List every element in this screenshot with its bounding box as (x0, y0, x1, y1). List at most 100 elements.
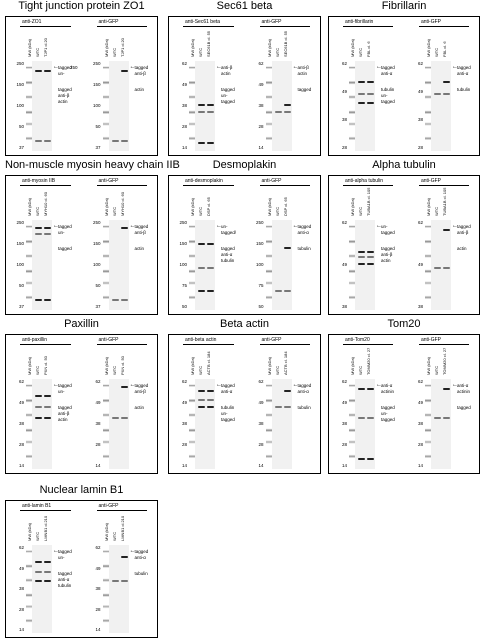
mw-tick-label: 37 (95, 145, 101, 150)
mw-tick-label: 100 (16, 262, 24, 267)
lane-label: WTC (198, 47, 203, 57)
mw-tick-label: 38 (95, 586, 101, 591)
mw-tick-label: 50 (258, 304, 264, 309)
protein-band (120, 299, 128, 302)
antibody-underline (96, 344, 147, 345)
mw-tick-label: 49 (18, 565, 24, 571)
lane-label: MYH10 cl. 60 (43, 191, 48, 216)
lane-label: WTC (35, 47, 40, 57)
antibody-underline (96, 185, 147, 186)
protein-band (111, 140, 119, 143)
protein-band (367, 263, 374, 266)
mw-tick-label: 49 (258, 400, 264, 405)
band-annotation: anti-β (58, 411, 70, 416)
panel-title: Non-muscle myosin heavy chain IIB (5, 159, 180, 171)
protein-band (443, 80, 450, 83)
mw-tick-label: 50 (95, 283, 101, 288)
band-annotation: tagged (457, 405, 471, 410)
protein-band (198, 243, 205, 246)
band-annotation: tagged (381, 417, 395, 422)
protein-band (35, 232, 42, 235)
band-annotation: anti-α (297, 389, 309, 394)
band-annotation: tubulin (58, 583, 72, 588)
mw-tick-label: 100 (255, 262, 264, 267)
protein-band (358, 250, 365, 253)
band-annotation: actin (297, 71, 308, 76)
mw-tick-label: 250 (92, 61, 101, 66)
mw-tick-label: 62 (258, 61, 264, 66)
protein-band (111, 580, 119, 583)
antibody-label: anti-GFP (98, 503, 119, 509)
ladder-lane (425, 61, 431, 151)
band-annotation: tagged (457, 65, 471, 70)
protein-band (207, 398, 214, 401)
antibody-label: anti-GFP (421, 337, 442, 343)
sample-lane (283, 61, 291, 151)
mw-tick-label: 49 (417, 400, 423, 405)
band-annotation: tagged (58, 571, 72, 576)
mw-tick-label: 38 (18, 586, 24, 591)
mw-tick-label: 38 (181, 103, 187, 108)
arrow-icon: ← (53, 64, 59, 70)
mw-tick-label: 49 (417, 262, 423, 267)
band-annotation: anti-α (221, 389, 233, 394)
protein-band (443, 92, 450, 95)
mw-tick-label: 38 (341, 117, 347, 122)
panel-box: anti-ZO1 MW (kDa) WTC TJP1 cl.20 250 150 100 50… (5, 16, 158, 156)
ladder-lane (265, 379, 272, 469)
mw-tick-label: 28 (258, 124, 264, 129)
protein-band (358, 92, 365, 95)
sample-lane (44, 379, 51, 469)
antibody-label: anti-alpha tubulin (345, 178, 384, 184)
mw-tick-label: 62 (181, 61, 187, 66)
blot-image (265, 220, 292, 310)
protein-band (35, 395, 42, 398)
band-annotation: actin (221, 71, 231, 76)
antibody-label: anti-GFP (421, 19, 442, 25)
mw-tick-label: 49 (341, 400, 347, 405)
protein-band (358, 458, 365, 461)
antibody-underline (259, 26, 310, 27)
panel-box: anti-alpha tubulin MW (kDa) WTC TUBA1B cl. … (328, 175, 480, 315)
protein-band (274, 290, 282, 293)
protein-band (434, 416, 441, 419)
lane-label: DSP cl. 65 (206, 197, 211, 216)
arrow-icon: ← (216, 64, 222, 70)
lane-label: SEC61B cl. 55 (206, 30, 211, 57)
lane-label: MW (kDa) (266, 39, 272, 57)
protein-band (35, 227, 42, 230)
mw-tick-label: 62 (341, 220, 347, 225)
antibody-underline (20, 26, 71, 27)
ladder-lane (265, 61, 272, 151)
band-annotation: actin (134, 246, 145, 251)
protein-band (207, 110, 214, 113)
protein-band (367, 250, 374, 253)
lane-label: FBL cl. 6 (366, 41, 371, 57)
protein-band (44, 406, 51, 408)
sample-lane (283, 220, 291, 310)
antibody-label: anti-fibrillarin (345, 19, 374, 25)
lane-label: WTC (35, 365, 40, 375)
band-annotation: anti-α (134, 555, 146, 560)
lane-label: FBL cl. 6 (442, 41, 447, 57)
band-annotation: tagged (457, 224, 471, 229)
band-annotation: tubulin (297, 246, 311, 251)
blot-image (425, 220, 451, 310)
ladder-lane (102, 61, 109, 151)
antibody-label: anti-beta actin (185, 337, 217, 343)
protein-band (443, 388, 450, 390)
arrow-icon: ← (53, 382, 59, 388)
ladder-lane (189, 61, 195, 151)
protein-band (44, 232, 51, 235)
blot-image (26, 61, 52, 151)
arrow-icon: ← (129, 64, 136, 70)
ladder-lane (189, 220, 195, 310)
panel-box: anti-myosin IIB MW (kDa) WTC MYH10 cl. 60 25… (5, 175, 158, 315)
mw-tick-label: 49 (181, 82, 187, 87)
mw-tick-label: 28 (341, 145, 347, 150)
lane-label: MW (kDa) (190, 357, 195, 375)
protein-band (111, 299, 119, 302)
lane-label: LMNB1 cl.210 (119, 515, 125, 541)
sample-lane (443, 379, 450, 469)
protein-band (443, 266, 450, 269)
